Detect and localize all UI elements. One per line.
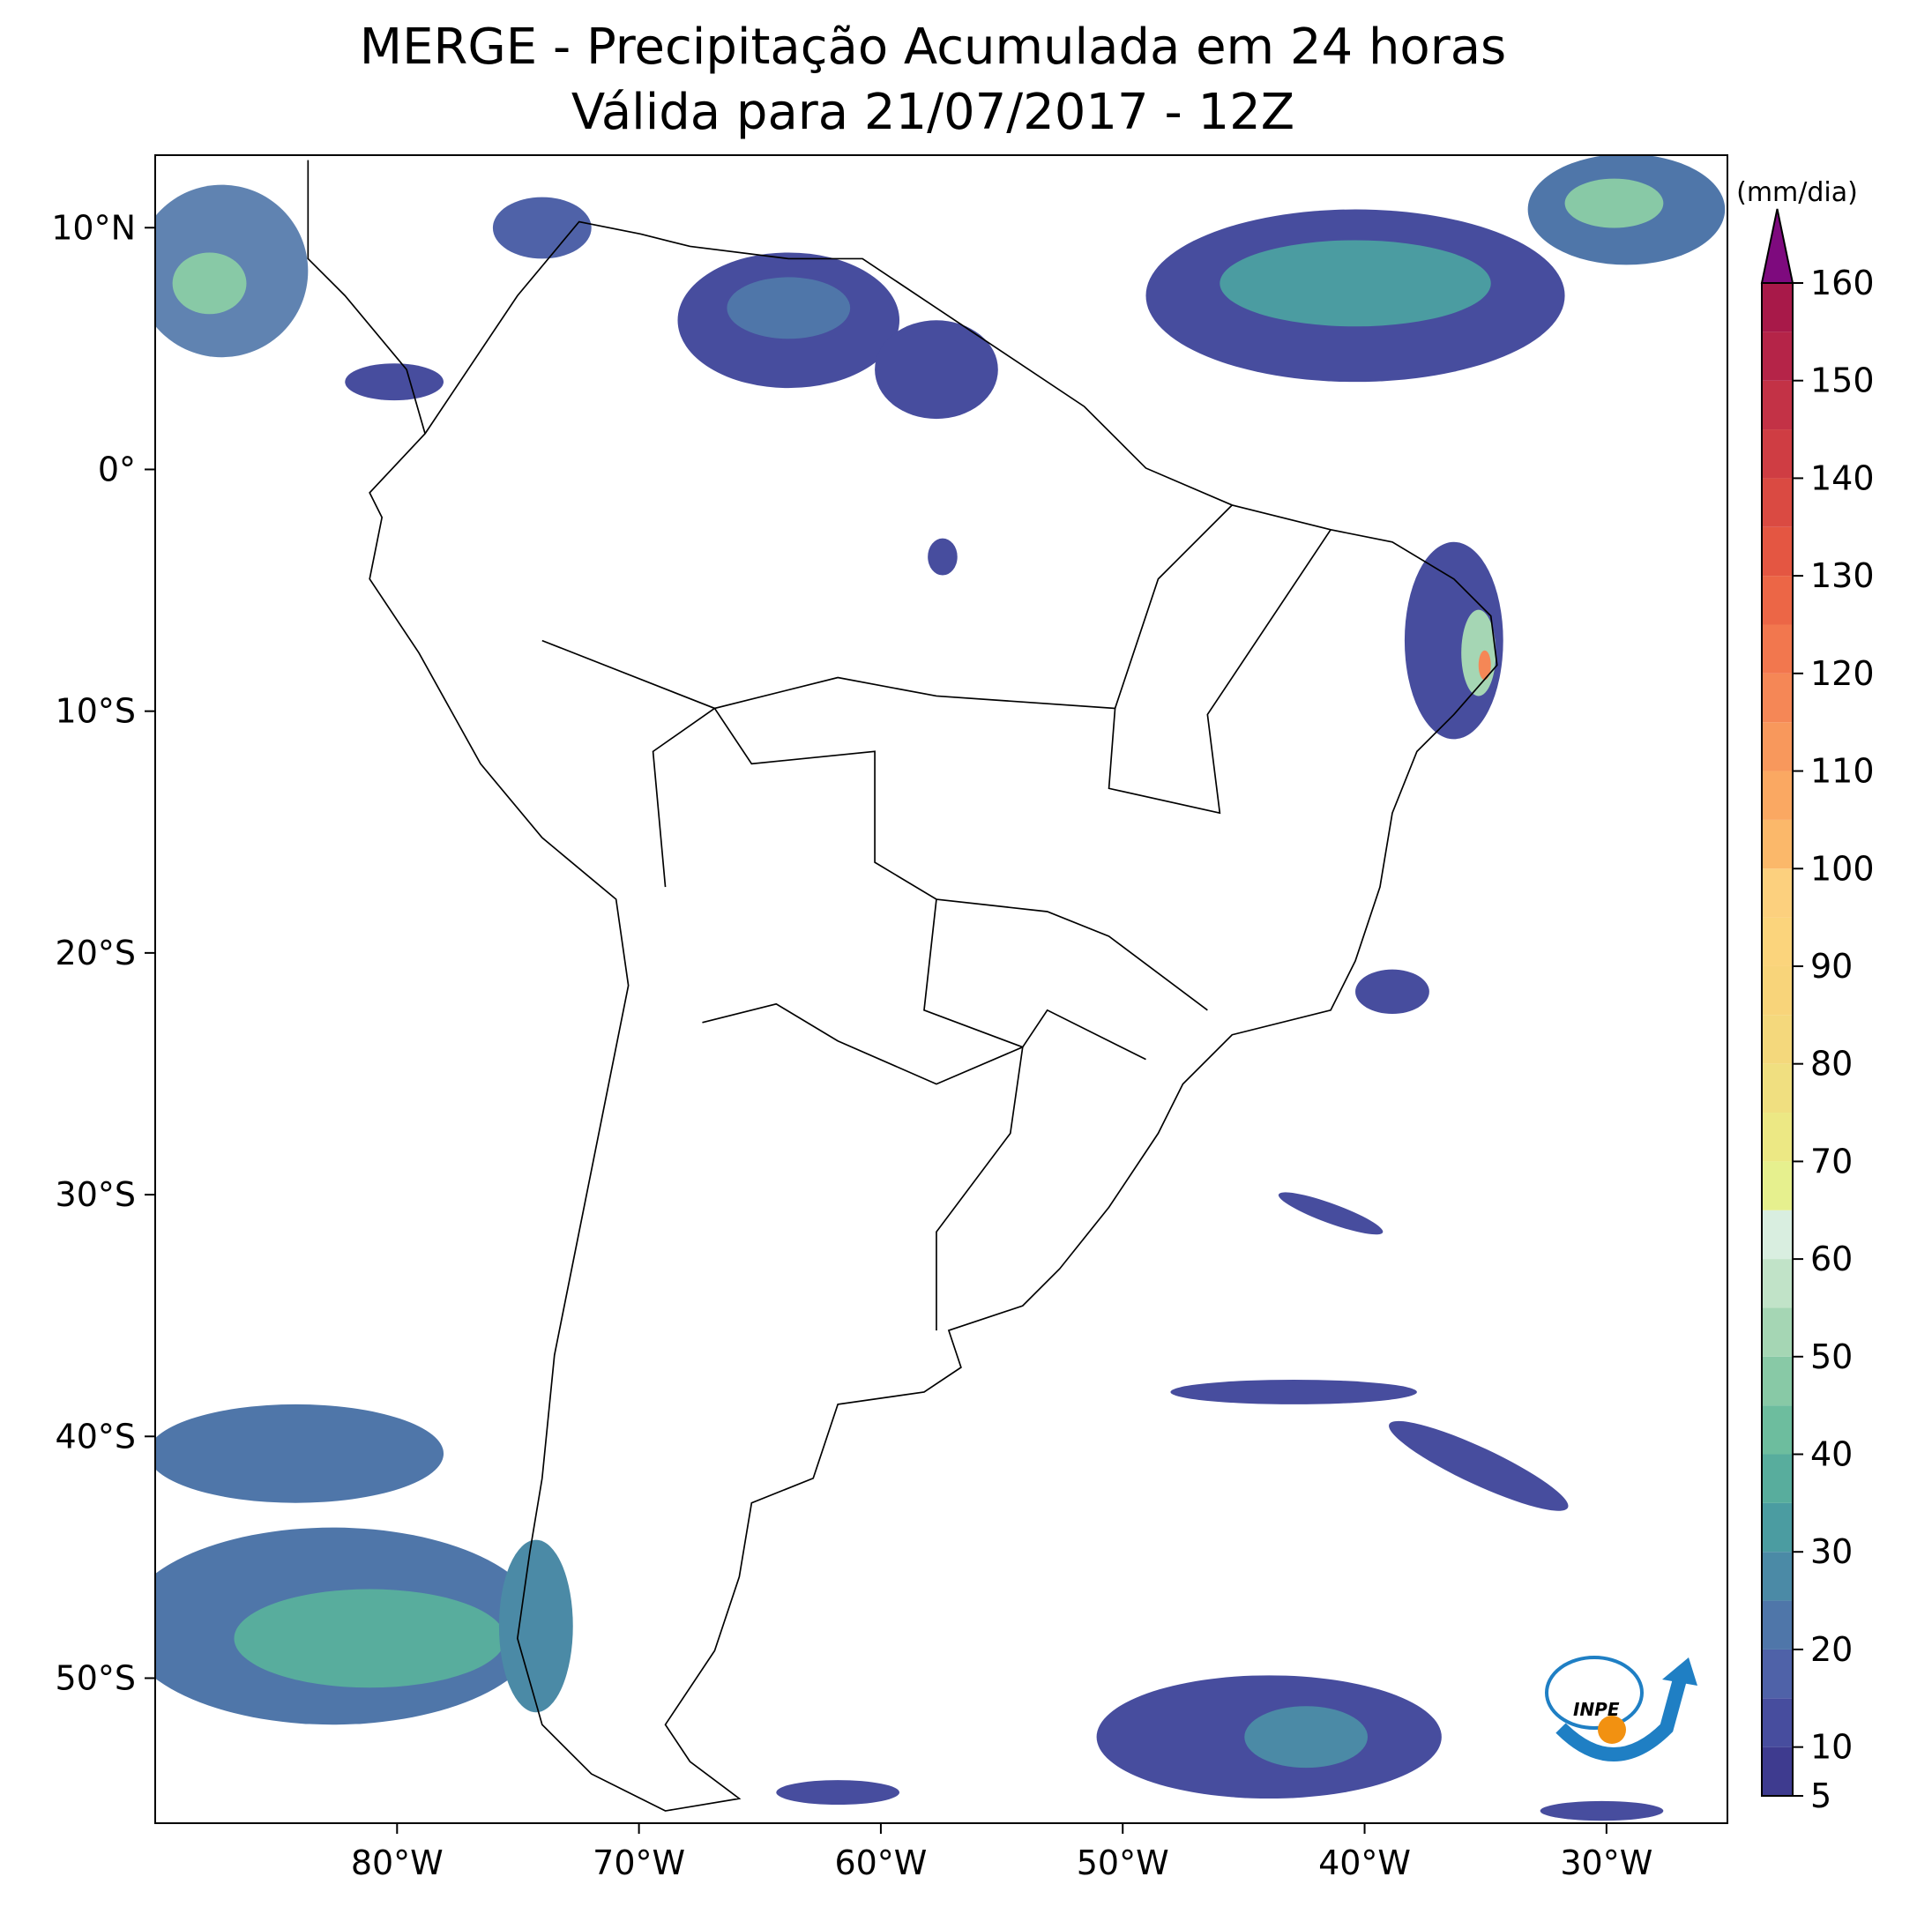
colorbar-tick-label: 120 xyxy=(1810,654,1875,693)
colorbar-band xyxy=(1762,1063,1793,1113)
colorbar-band xyxy=(1762,673,1793,723)
logo-text: INPE xyxy=(1573,1699,1620,1720)
x-tick-label: 70°W xyxy=(593,1843,685,1882)
colorbar-band xyxy=(1762,576,1793,625)
colorbar-band xyxy=(1762,1356,1793,1406)
logo: INPE xyxy=(1545,1656,1697,1761)
y-tick-label: 40°S xyxy=(56,1417,136,1456)
x-tick-label: 40°W xyxy=(1318,1843,1411,1882)
map-area xyxy=(155,155,1726,1821)
y-tick-label: 10°S xyxy=(56,692,136,731)
colorbar-band xyxy=(1762,331,1793,381)
colorbar-band xyxy=(1762,380,1793,430)
y-tick-label: 0° xyxy=(98,450,136,488)
x-tick-label: 60°W xyxy=(834,1843,927,1882)
colorbar-tick-label: 90 xyxy=(1810,947,1853,986)
colorbar-tick-label: 60 xyxy=(1810,1240,1853,1278)
colorbar-tick-label: 10 xyxy=(1810,1728,1853,1767)
colorbar-frame xyxy=(1761,282,1794,1797)
colorbar-band xyxy=(1762,526,1793,577)
colorbar-tick-label: 50 xyxy=(1810,1337,1853,1376)
precip xyxy=(155,155,1726,1821)
colorbar-band xyxy=(1762,1454,1793,1503)
y-tick-label: 30°S xyxy=(56,1175,136,1214)
y-tick-label: 50°S xyxy=(56,1658,136,1697)
colorbar-band xyxy=(1762,1015,1793,1064)
colorbar-tick-label: 160 xyxy=(1810,264,1875,302)
colorbar-band xyxy=(1762,429,1793,479)
colorbar-band xyxy=(1762,1552,1793,1601)
colorbar-band xyxy=(1762,1161,1793,1210)
colorbar-band xyxy=(1762,1600,1793,1650)
colorbar-band xyxy=(1762,1405,1793,1455)
colorbar-label: (mm/dia) xyxy=(1736,177,1858,208)
colorbar-extend xyxy=(1760,208,1794,284)
colorbar-band xyxy=(1762,917,1793,966)
colorbar-band xyxy=(1762,819,1793,869)
colorbar-band xyxy=(1762,478,1793,527)
colorbar-tick-label: 130 xyxy=(1810,556,1875,595)
colorbar-tick-label: 150 xyxy=(1810,361,1875,400)
colorbar-tick-label: 100 xyxy=(1810,849,1875,888)
colorbar-band xyxy=(1762,965,1793,1016)
coastline xyxy=(307,160,1498,1812)
colorbar-tick-label: 20 xyxy=(1810,1630,1853,1669)
y-tick-label: 10°N xyxy=(51,208,136,247)
colorbar-band xyxy=(1762,283,1793,332)
title: MERGE - Precipitação Acumulada em 24 hor… xyxy=(360,19,1506,76)
y-tick-label: 20°S xyxy=(56,934,136,972)
colorbar-band xyxy=(1762,624,1793,674)
colorbar-tick-label: 110 xyxy=(1810,752,1875,791)
colorbar-band xyxy=(1762,1307,1793,1357)
colorbar-tick-label: 40 xyxy=(1810,1435,1853,1474)
colorbar-band xyxy=(1762,1502,1793,1553)
colorbar-band xyxy=(1762,1113,1793,1162)
x-tick-label: 80°W xyxy=(351,1843,444,1882)
colorbar-band xyxy=(1762,771,1793,820)
colorbar-tick-label: 70 xyxy=(1810,1142,1853,1180)
subtitle: Válida para 21/07/2017 - 12Z xyxy=(571,84,1294,141)
colorbar-band xyxy=(1762,868,1793,918)
colorbar-tick-label: 140 xyxy=(1810,458,1875,497)
colorbar-band xyxy=(1762,1649,1793,1699)
colorbar-band xyxy=(1762,1698,1793,1747)
colorbar-band xyxy=(1762,1210,1793,1260)
x-tick-label: 50°W xyxy=(1077,1843,1169,1882)
colorbar-tick-label: 5 xyxy=(1810,1776,1831,1815)
colorbar-band xyxy=(1762,1259,1793,1308)
colorbar-tick-label: 80 xyxy=(1810,1045,1853,1084)
colorbar-band xyxy=(1762,1746,1793,1796)
colorbar-tick-label: 30 xyxy=(1810,1532,1853,1571)
map-frame xyxy=(154,154,1728,1824)
colorbar-band xyxy=(1762,722,1793,771)
x-tick-label: 30°W xyxy=(1560,1843,1652,1882)
